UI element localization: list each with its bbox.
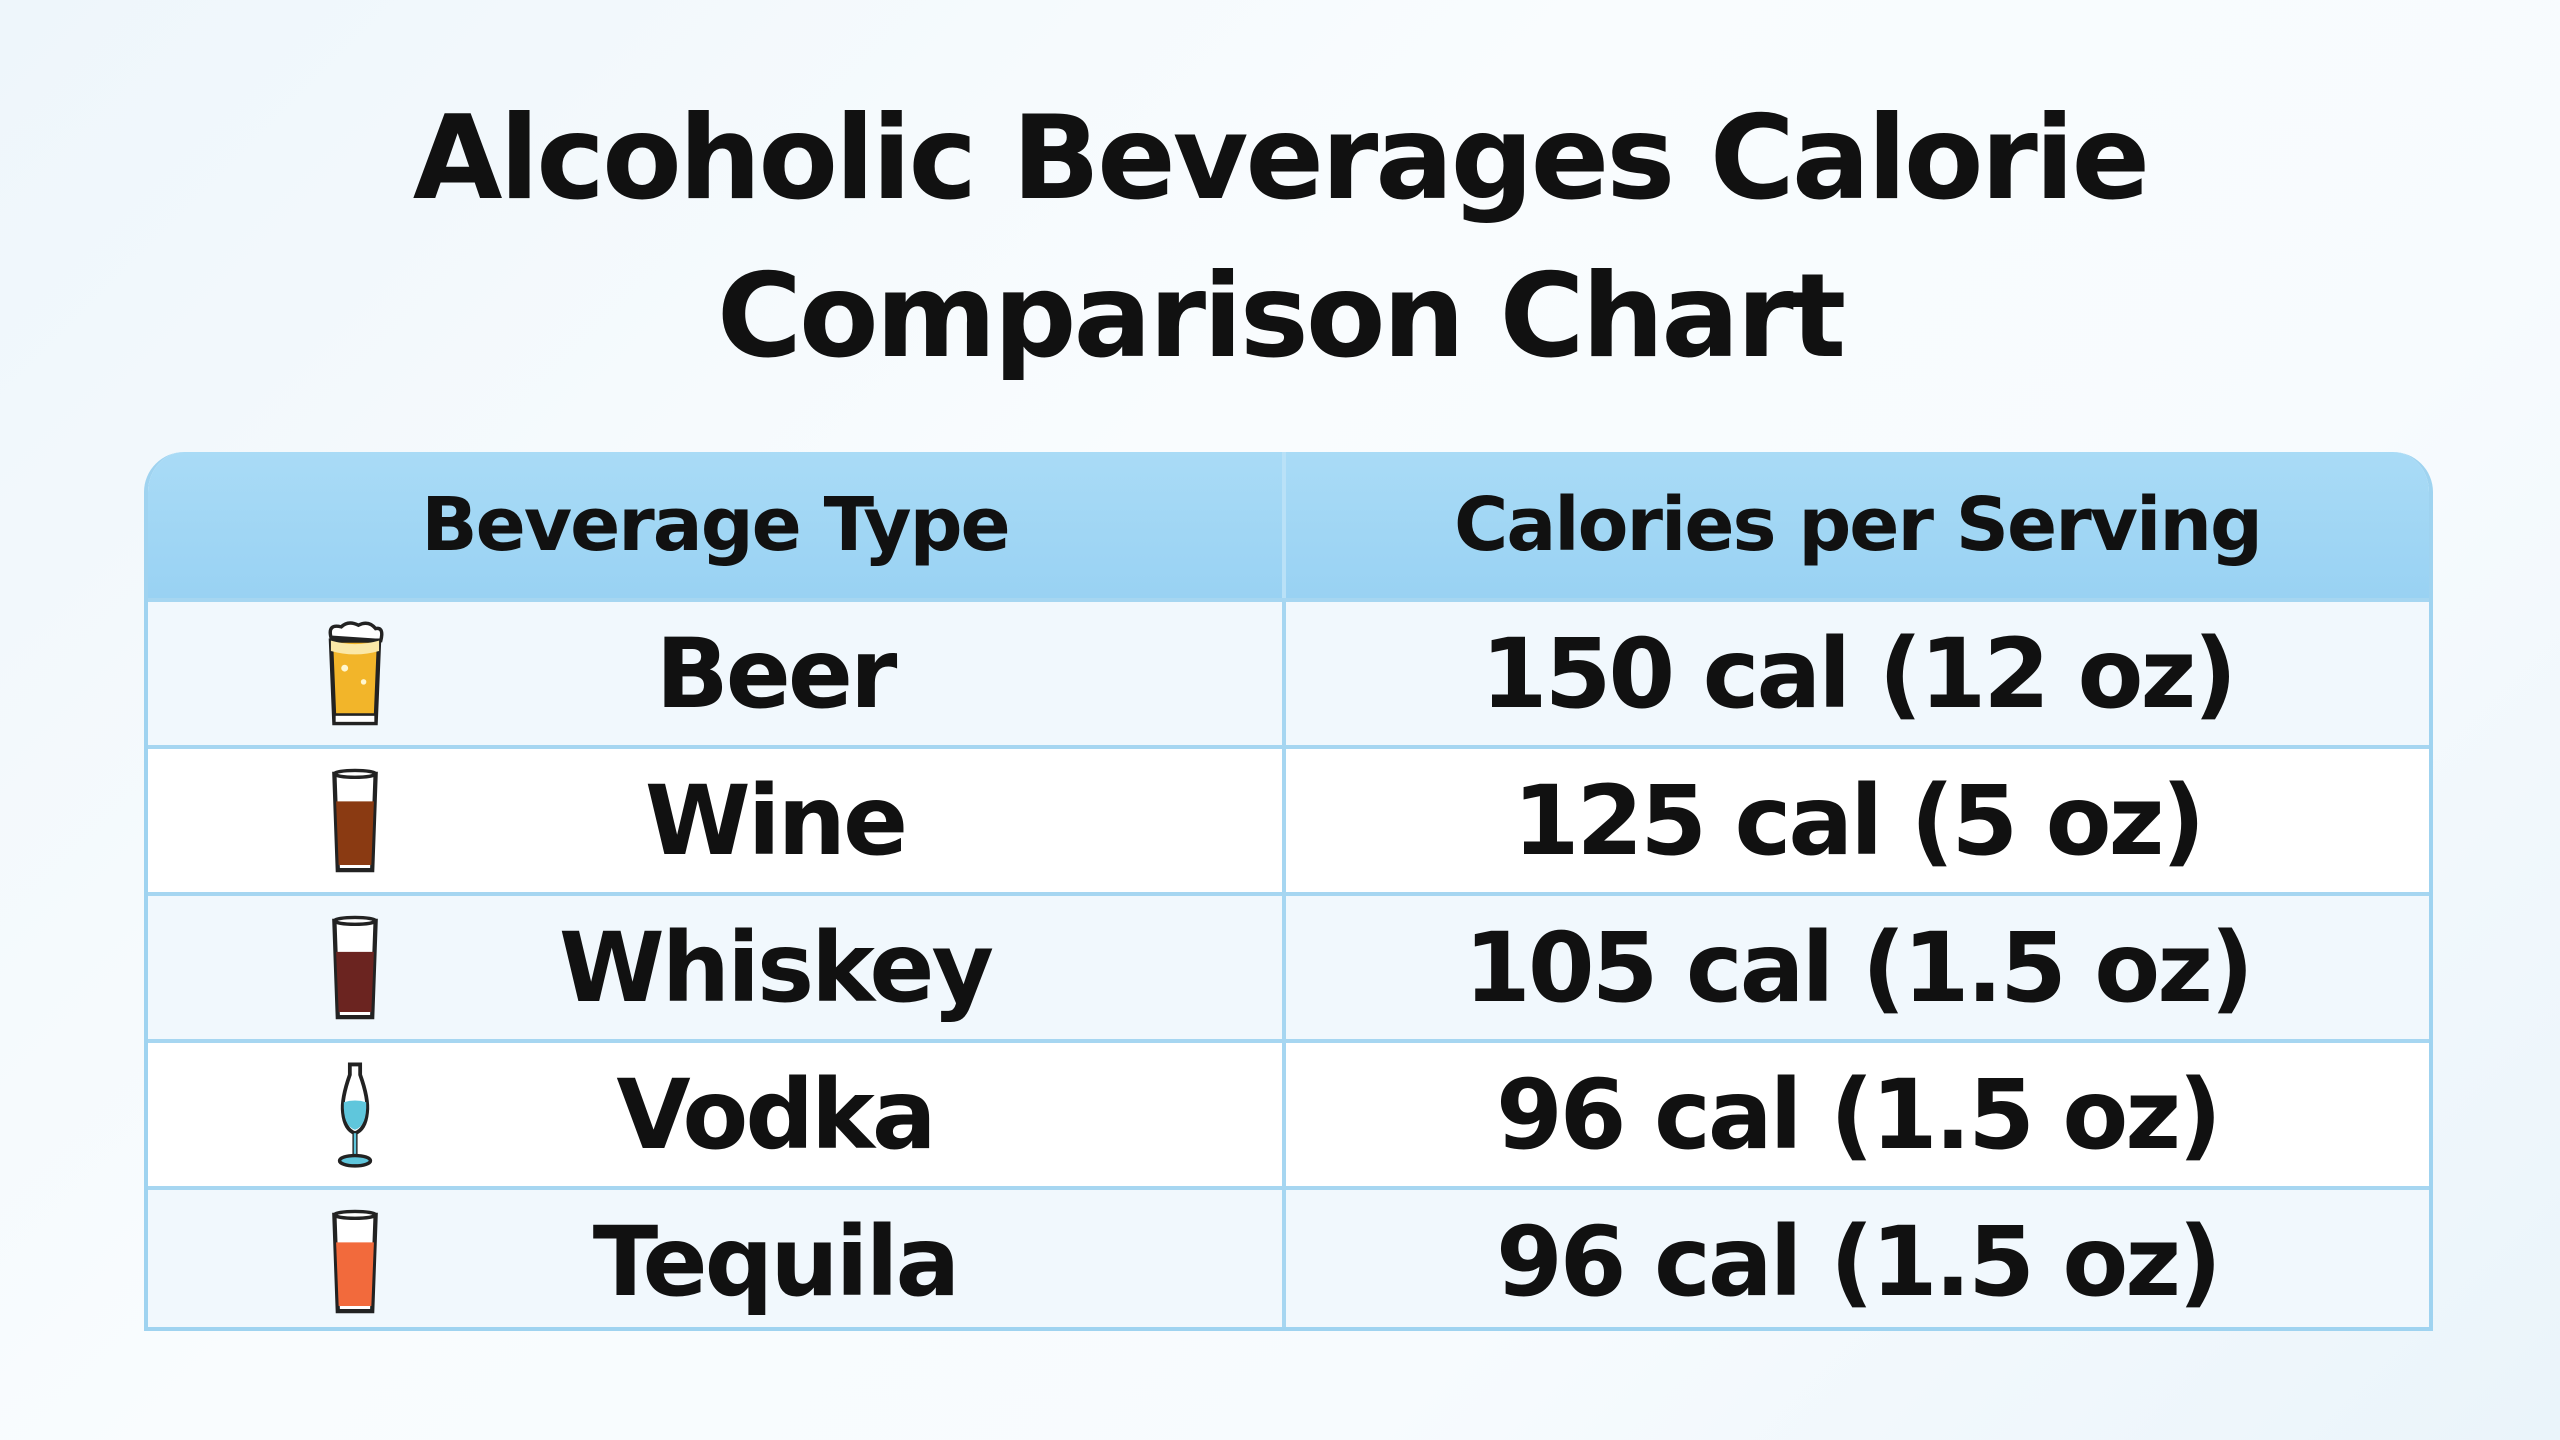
title-line-1: Alcoholic Beverages Calorie	[412, 91, 2150, 226]
beverage-name: Whiskey	[558, 911, 994, 1024]
beverage-name: Wine	[644, 764, 908, 877]
calories-cell: 96 cal (1.5 oz)	[1495, 1205, 2222, 1318]
table-row-tequila: Tequila 96 cal (1.5 oz)	[148, 1186, 2429, 1327]
table-header: Beverage Type Calories per Serving	[148, 452, 2429, 598]
table-row-beer: Beer 150 cal (12 oz)	[148, 598, 2429, 745]
beverage-cell: Whiskey	[148, 896, 1286, 1039]
header-calories: Calories per Serving	[1454, 482, 2263, 568]
beverage-name: Vodka	[616, 1058, 936, 1171]
beverage-name: Tequila	[592, 1205, 960, 1318]
calories-cell: 105 cal (1.5 oz)	[1464, 911, 2254, 1024]
beverage-cell: Tequila	[148, 1190, 1286, 1327]
tequila-glass-icon	[320, 1208, 390, 1318]
title-line-2: Comparison Chart	[716, 249, 1846, 384]
vodka-glass-icon	[320, 1061, 390, 1171]
table-row-wine: Wine 125 cal (5 oz)	[148, 745, 2429, 892]
table-row-whiskey: Whiskey 105 cal (1.5 oz)	[148, 892, 2429, 1039]
beverage-name: Beer	[655, 617, 898, 730]
chart-title: Alcoholic Beverages Calorie Comparison C…	[0, 80, 2560, 396]
calories-cell: 150 cal (12 oz)	[1480, 617, 2237, 730]
beverage-cell: Vodka	[148, 1043, 1286, 1186]
wine-glass-icon	[320, 767, 390, 877]
beer-glass-icon	[320, 620, 390, 730]
calories-cell: 125 cal (5 oz)	[1512, 764, 2206, 877]
header-beverage-type: Beverage Type	[148, 452, 1286, 598]
calorie-table: Beverage Type Calories per Serving Beer …	[144, 452, 2433, 1331]
whiskey-glass-icon	[320, 914, 390, 1024]
beverage-cell: Wine	[148, 749, 1286, 892]
beverage-cell: Beer	[148, 602, 1286, 745]
table-row-vodka: Vodka 96 cal (1.5 oz)	[148, 1039, 2429, 1186]
calories-cell: 96 cal (1.5 oz)	[1495, 1058, 2222, 1171]
